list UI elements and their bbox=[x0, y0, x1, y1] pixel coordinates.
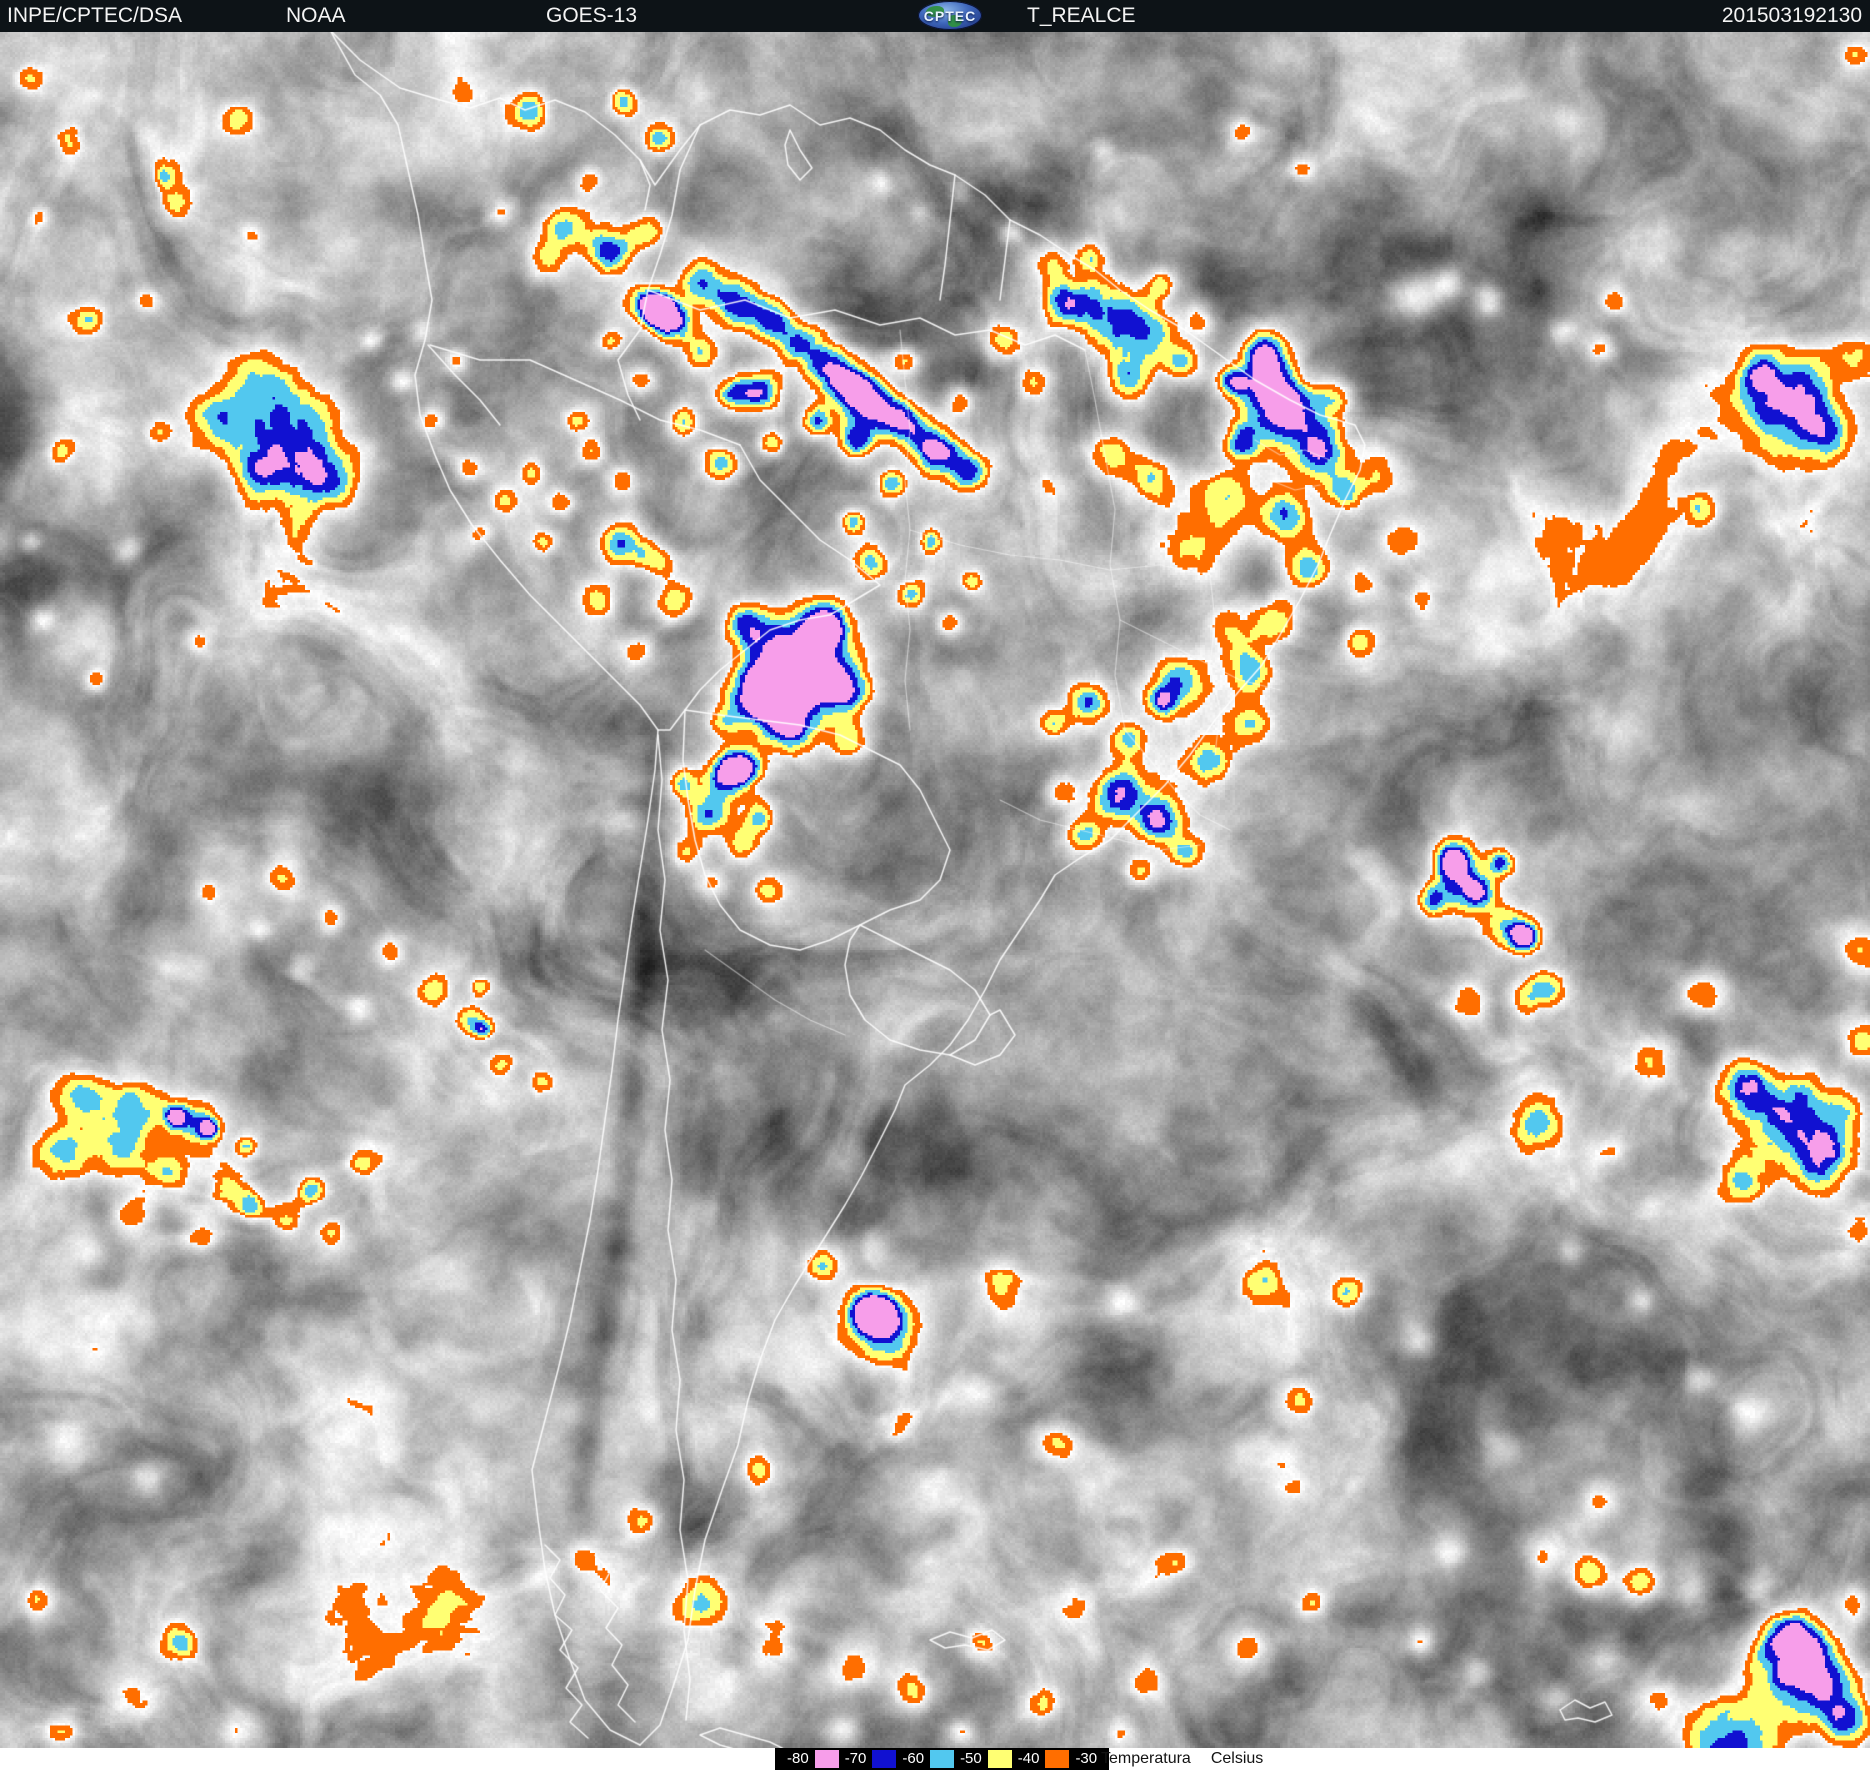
satellite-map bbox=[0, 32, 1870, 1748]
satellite-label: GOES-13 bbox=[546, 4, 638, 27]
country-borders-overlay bbox=[0, 32, 1870, 1748]
agency-label: NOAA bbox=[286, 4, 346, 27]
product-label: T_REALCE bbox=[1027, 4, 1136, 27]
logo-continent-shape bbox=[948, 15, 962, 27]
legend-swatch bbox=[987, 1750, 1012, 1768]
legend-tick: -50 bbox=[960, 1750, 982, 1767]
logo-continent-shape bbox=[926, 6, 944, 17]
logo-text: CPTEC bbox=[923, 7, 977, 24]
legend-unit-label: Temperatura bbox=[1101, 1750, 1191, 1767]
legend-tick: -80 bbox=[787, 1750, 809, 1767]
cptec-logo: CPTEC bbox=[918, 1, 982, 30]
legend-swatch bbox=[930, 1750, 955, 1768]
source-label: INPE/CPTEC/DSA bbox=[7, 4, 183, 27]
header-bar: INPE/CPTEC/DSA NOAA GOES-13 CPTEC T_REAL… bbox=[0, 0, 1870, 32]
timestamp-label: 201503192130 bbox=[1721, 4, 1862, 27]
legend-tick: -30 bbox=[1075, 1750, 1098, 1767]
legend-tick: -70 bbox=[844, 1750, 867, 1767]
legend-swatch bbox=[1045, 1750, 1070, 1768]
temperature-scale-bar: -80 -70 -60 -50 -40 -30 bbox=[775, 1748, 1110, 1770]
legend-swatch bbox=[872, 1750, 897, 1768]
legend-tick: -40 bbox=[1017, 1750, 1040, 1767]
legend-title: Temperatura Celsius bbox=[1101, 1748, 1283, 1770]
legend-swatch bbox=[814, 1750, 839, 1768]
legend-tick: -60 bbox=[902, 1750, 925, 1767]
legend-strip: -80 -70 -60 -50 -40 -30 Temperatura Celsius bbox=[0, 1748, 1870, 1770]
legend-unit-name: Celsius bbox=[1210, 1750, 1264, 1767]
